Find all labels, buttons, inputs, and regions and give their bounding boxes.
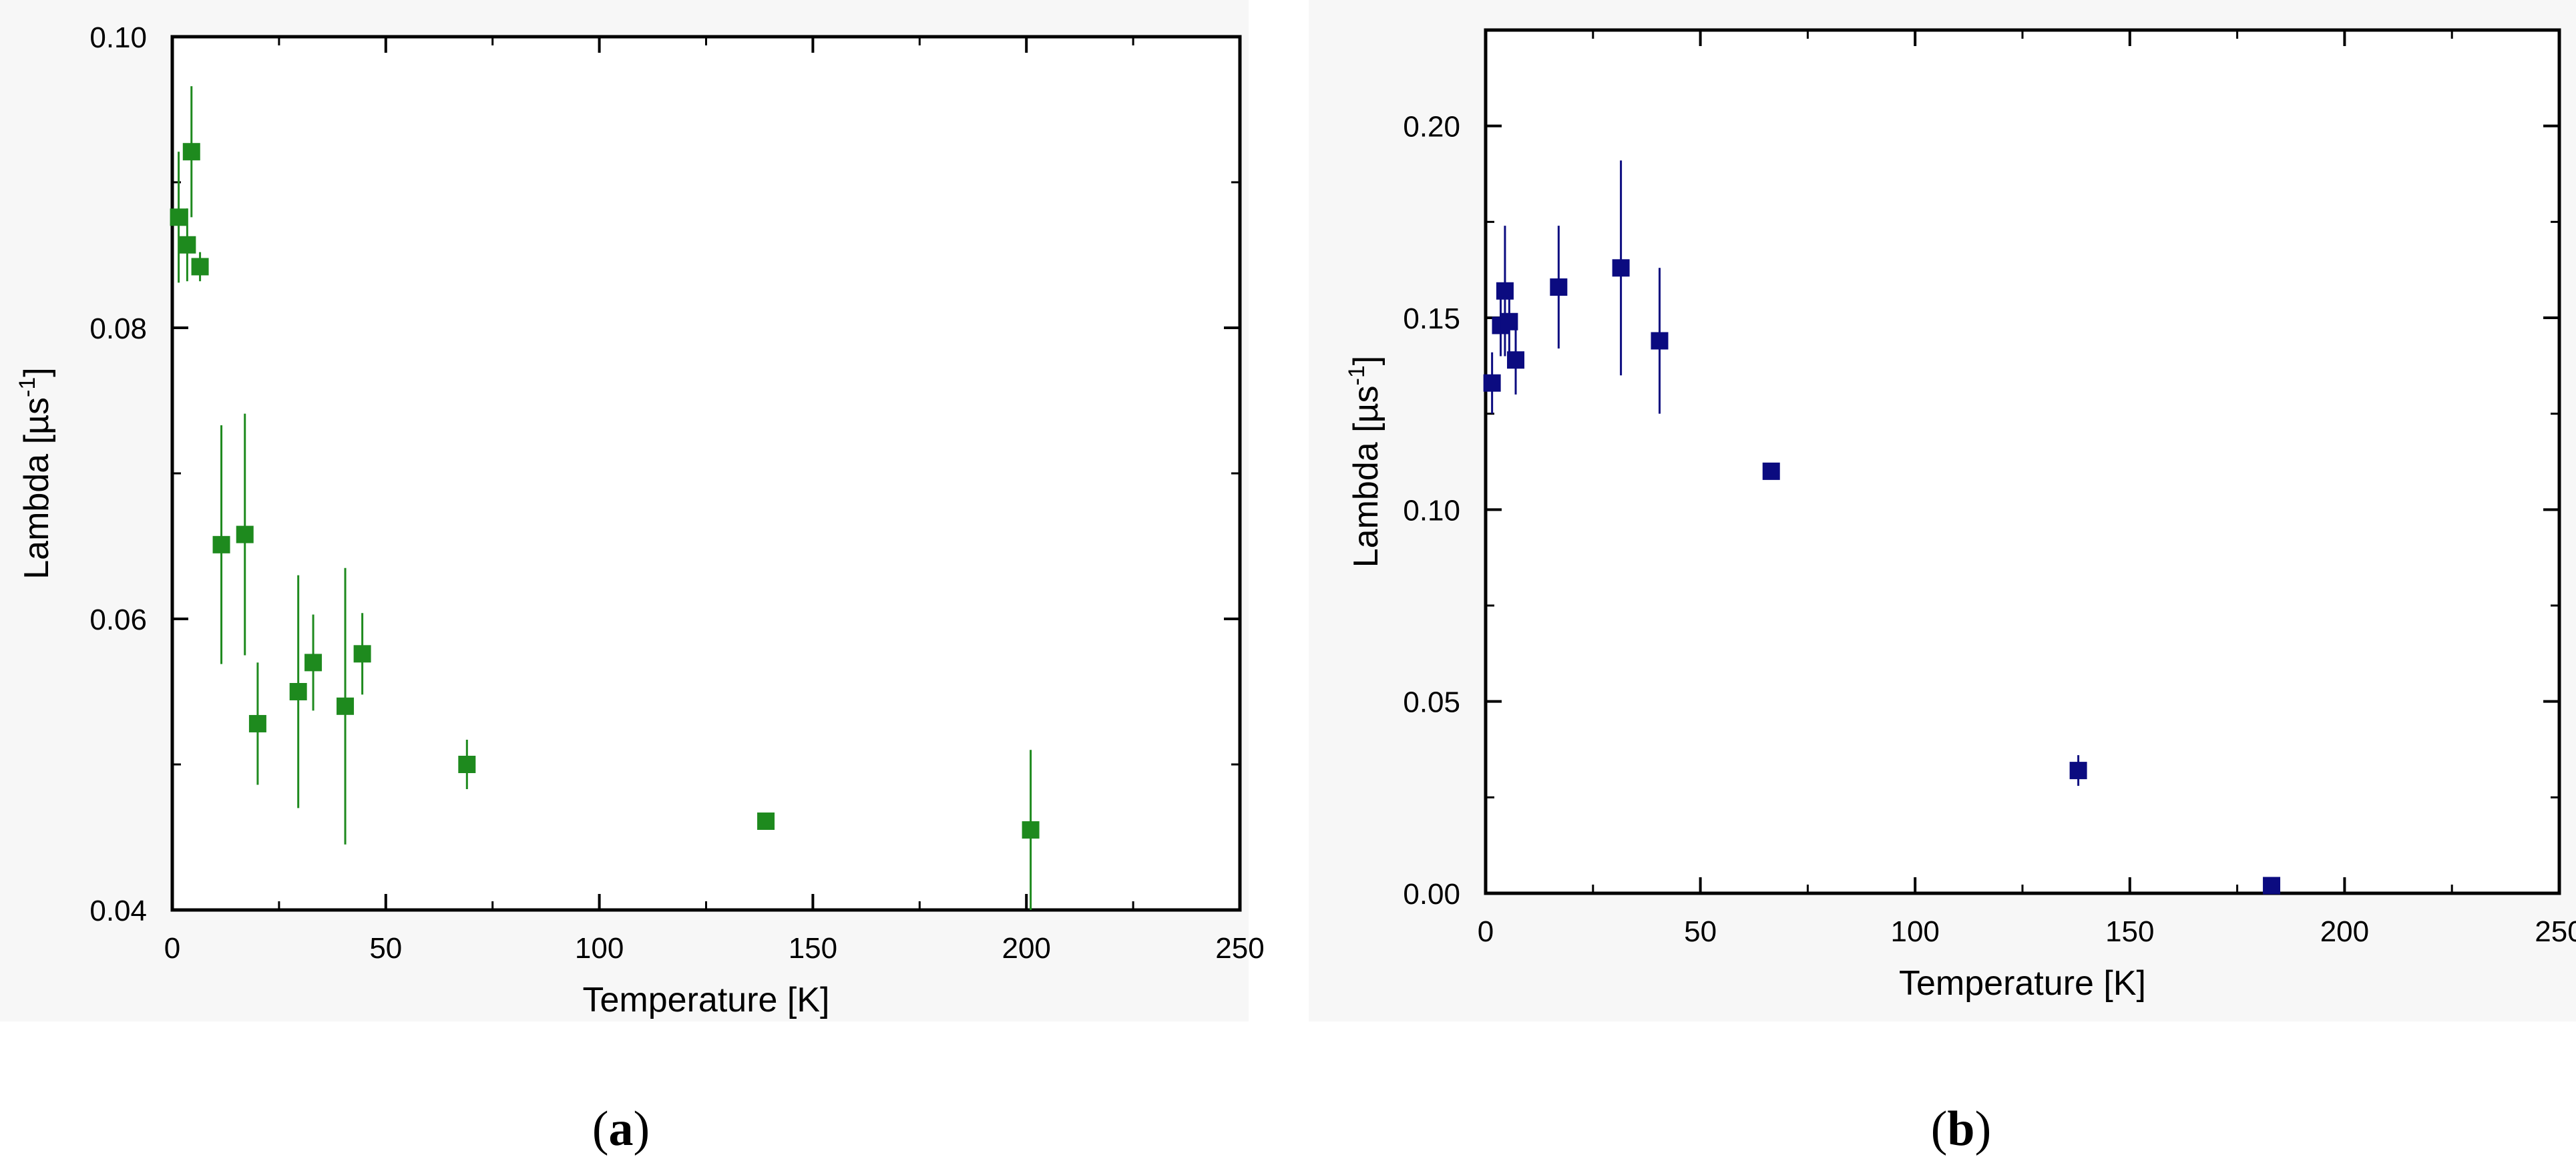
panel-a-x-tick-label: 0 [164,932,180,965]
panel-a-y-axis-title: Lambda [µs-1] [15,367,56,579]
panel-b-x-tick-label: 200 [2320,915,2369,948]
panel-a-data-point [458,756,476,773]
panel-b-y-axis-title: Lambda [µs-1] [1344,356,1385,567]
panel-a-data-point [353,645,371,663]
panel-a-data-point [236,525,254,543]
panel-a-plot-frame [170,35,1242,912]
panel-a-data-point [182,143,200,161]
panel-b-data-point [1651,332,1669,350]
panel-a-x-tick-label: 100 [575,932,624,965]
panel-a-x-tick-label: 200 [1002,932,1050,965]
panel-a-x-tick-label: 50 [369,932,402,965]
panel-a-y-tick-label: 0.08 [89,312,147,345]
panel-b-x-axis-title: Temperature [K] [1899,964,2146,1003]
panel-b-y-tick-label: 0.00 [1403,878,1460,911]
panel-b-y-tick-label: 0.15 [1403,302,1460,335]
panel-a-x-tick-label: 150 [789,932,837,965]
panel-b-x-tick-label: 0 [1478,915,1494,948]
panel-b-y-tick-label: 0.10 [1403,494,1460,527]
panel-b-data-point [1612,259,1630,277]
panel-b-y-tick-label: 0.20 [1403,111,1460,144]
panel-b-x-tick-label: 50 [1684,915,1717,948]
panel-b-y-tick-label: 0.05 [1403,686,1460,719]
panel-a-y-tick-label: 0.10 [89,21,147,54]
panel-b-data-point [1762,462,1780,480]
panel-b-data-point [1507,351,1525,369]
panel-a-x-tick-label: 250 [1215,932,1264,965]
panel-a-data-point [248,714,266,732]
panel-a-data-point [178,236,196,254]
panel-b: 0 50 100 150 200 250 0.00 0.05 0.10 0.15 0.20 Tempe… [1344,28,2576,1156]
panel-a-data-point [337,697,355,715]
panel-a: 0 50 100 150 200 250 0.04 0.06 0.08 0.10 Temperatu… [15,21,1265,1156]
panel-a-y-tick-label: 0.06 [89,604,147,636]
panel-a-x-axis-title: Temperature [K] [583,981,830,1019]
panel-a-data-point [170,208,188,226]
panel-b-data-point [1496,282,1514,300]
panel-b-plot-frame [1484,28,2561,895]
panel-a-data-point [757,812,775,831]
panel-b-x-tick-label: 150 [2105,915,2154,948]
panel-a-data-point [304,654,323,672]
panel-b-x-tick-label: 100 [1890,915,1939,948]
panel-a-data-point [289,683,307,700]
panel-a-y-tick-label: 0.04 [89,895,147,927]
panel-b-caption: (b) [1931,1102,1991,1156]
panel-a-data-point [212,535,230,553]
panel-a-data-point [191,258,209,276]
panel-b-data-point [2263,877,2281,895]
panel-a-data-point [1022,821,1040,839]
panel-b-data-point [1483,374,1501,392]
panel-b-x-tick-label: 250 [2535,915,2576,948]
panel-a-caption: (a) [592,1102,650,1156]
panel-b-data-point [2069,762,2087,780]
panel-b-data-point [1550,278,1568,296]
